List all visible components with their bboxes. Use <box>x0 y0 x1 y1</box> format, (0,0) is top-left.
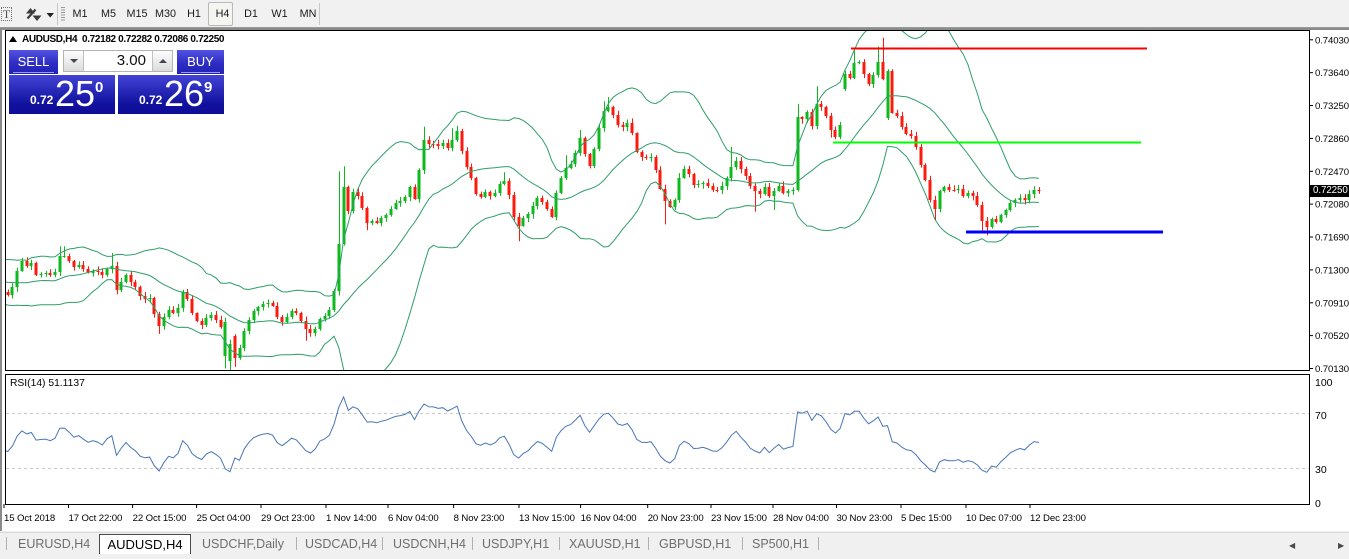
svg-text:16 Nov 04:00: 16 Nov 04:00 <box>581 513 637 524</box>
svg-text:0.71690: 0.71690 <box>1315 233 1349 244</box>
svg-text:28 Nov 04:00: 28 Nov 04:00 <box>773 513 829 524</box>
svg-text:13 Nov 15:00: 13 Nov 15:00 <box>519 513 575 524</box>
svg-text:8 Nov 23:00: 8 Nov 23:00 <box>454 513 505 524</box>
svg-text:1 Nov 14:00: 1 Nov 14:00 <box>326 513 377 524</box>
svg-text:30 Nov 23:00: 30 Nov 23:00 <box>837 513 893 524</box>
svg-text:22 Oct 15:00: 22 Oct 15:00 <box>133 513 187 524</box>
svg-text:17 Oct 22:00: 17 Oct 22:00 <box>69 513 123 524</box>
svg-text:29 Oct 23:00: 29 Oct 23:00 <box>261 513 315 524</box>
svg-text:0.72860: 0.72860 <box>1315 134 1349 145</box>
svg-text:0.72080: 0.72080 <box>1315 200 1349 211</box>
svg-text:0.70910: 0.70910 <box>1315 298 1349 309</box>
svg-text:6 Nov 04:00: 6 Nov 04:00 <box>388 513 439 524</box>
svg-text:0.72470: 0.72470 <box>1315 167 1349 178</box>
svg-text:15 Oct 2018: 15 Oct 2018 <box>4 513 55 524</box>
svg-text:0.70130: 0.70130 <box>1315 364 1349 375</box>
svg-text:0.74030: 0.74030 <box>1315 35 1349 46</box>
svg-text:20 Nov 23:00: 20 Nov 23:00 <box>648 513 704 524</box>
svg-text:5 Dec 15:00: 5 Dec 15:00 <box>901 513 952 524</box>
svg-text:0.73640: 0.73640 <box>1315 68 1349 79</box>
svg-text:23 Nov 15:00: 23 Nov 15:00 <box>711 513 767 524</box>
svg-text:0.71300: 0.71300 <box>1315 265 1349 276</box>
svg-text:10 Dec 07:00: 10 Dec 07:00 <box>966 513 1022 524</box>
svg-text:25 Oct 04:00: 25 Oct 04:00 <box>197 513 251 524</box>
svg-text:0.70520: 0.70520 <box>1315 331 1349 342</box>
svg-text:12 Dec 23:00: 12 Dec 23:00 <box>1030 513 1086 524</box>
svg-text:0.73250: 0.73250 <box>1315 101 1349 112</box>
